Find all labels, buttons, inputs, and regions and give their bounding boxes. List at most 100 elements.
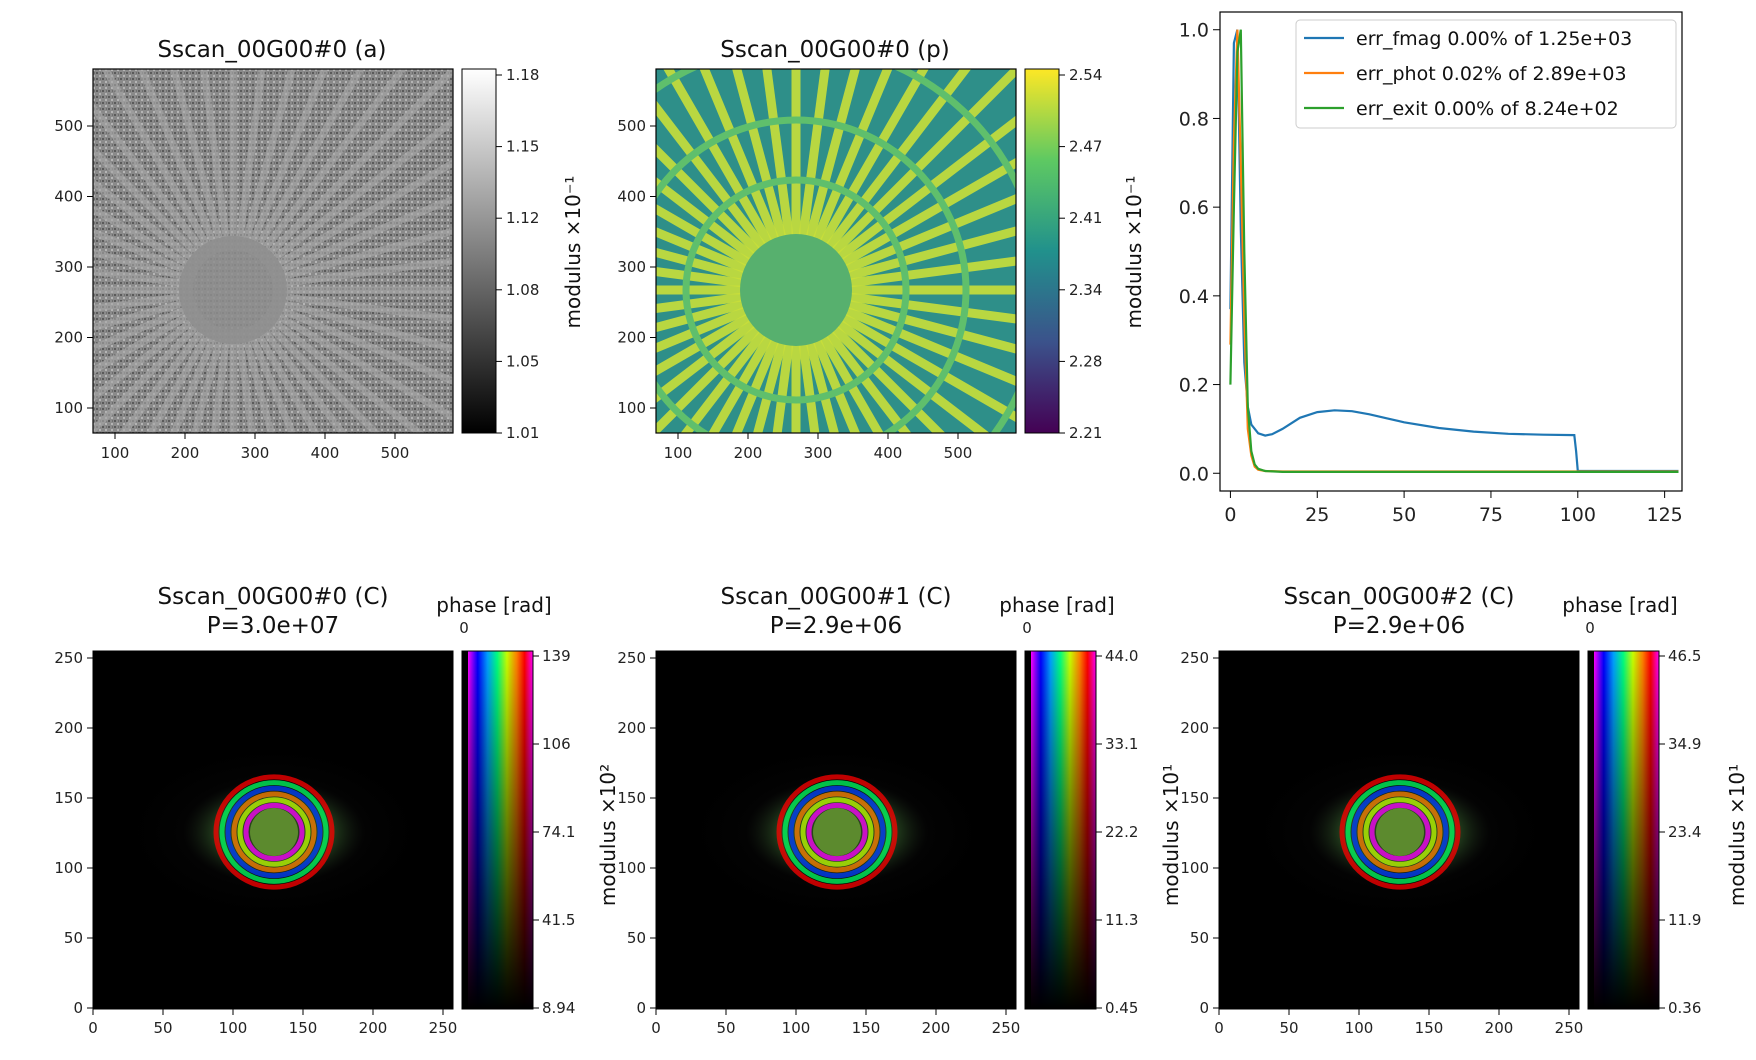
colorbar-tick-label: 41.5	[542, 911, 575, 929]
colorbar-tick-label: 34.9	[1668, 735, 1701, 753]
phase-label: phase [rad]	[999, 593, 1115, 617]
error-legend: err_fmag 0.00% of 1.25e+03 err_phot 0.02%…	[1295, 19, 1677, 129]
probe-panel-0: Sscan_00G00#0 (C) P=3.0e+07 0 50 100 150 200 25…	[54, 584, 575, 1037]
colorbar-tick-label: 23.4	[1668, 823, 1701, 841]
x-tick-label: 250	[992, 1019, 1021, 1037]
x-tick-label: 250	[429, 1019, 458, 1037]
amplitude-colorbar-ticks: 1.18 1.15 1.12 1.08 1.05 1.01	[496, 66, 539, 442]
colorbar-tick-label: 2.54	[1069, 66, 1102, 84]
y-tick-label: 50	[64, 929, 83, 947]
probe-title-line1: Sscan_00G00#1 (C)	[721, 584, 952, 610]
y-tick-label: 0	[636, 999, 646, 1017]
phase-colorbar-shade	[1031, 651, 1096, 1009]
x-tick-label: 200	[171, 444, 200, 462]
probe-ring-4	[1363, 797, 1437, 867]
colorbar-tick-label: 46.5	[1668, 647, 1701, 665]
probe2-modulus-label: modulus ×10¹	[1725, 764, 1749, 906]
probe-core	[813, 808, 861, 856]
x-tick-label: 150	[852, 1019, 881, 1037]
probe-ring-4	[237, 797, 311, 867]
phase-colorbar-label: modulus ×10⁻¹	[1122, 176, 1146, 329]
y-tick-label: 0.2	[1179, 375, 1209, 397]
legend-label-2: err_exit 0.00% of 8.24e+02	[1356, 98, 1619, 120]
x-tick-label: 100	[664, 444, 693, 462]
colorbar-tick-label: 1.15	[506, 138, 539, 156]
y-tick-label: 300	[617, 258, 646, 276]
colorbar-tick-label: 44.0	[1105, 647, 1138, 665]
y-tick-label: 200	[54, 719, 83, 737]
amplitude-colorbar-label: modulus ×10⁻¹	[561, 176, 585, 329]
y-tick-label: 100	[617, 399, 646, 417]
x-tick-label: 75	[1479, 504, 1503, 526]
y-tick-label: 250	[1180, 649, 1209, 667]
probe-title-line2: P=2.9e+06	[770, 613, 902, 639]
x-tick-label: 0	[88, 1019, 98, 1037]
probe-ring-2	[225, 785, 323, 879]
x-tick-label: 125	[1646, 504, 1682, 526]
y-tick-label: 1.0	[1179, 20, 1209, 42]
y-tick-label: 500	[617, 117, 646, 135]
y-tick-label: 150	[54, 789, 83, 807]
probe-frame	[92, 650, 454, 1010]
probe-frame	[1218, 650, 1580, 1010]
y-tick-label: 400	[617, 188, 646, 206]
probe-ring-0	[1339, 774, 1461, 890]
x-tick-label: 250	[1555, 1019, 1584, 1037]
y-tick-label: 300	[54, 258, 83, 276]
probe1-modulus-label: modulus ×10¹	[1159, 764, 1183, 906]
probe-ring-3	[1357, 791, 1443, 873]
y-tick-label: 100	[54, 399, 83, 417]
colorbar-tick-label: 2.41	[1069, 209, 1102, 227]
phase-colorbar	[1024, 68, 1060, 434]
probe-title-line2: P=2.9e+06	[1333, 613, 1465, 639]
colorbar-tick-label: 2.34	[1069, 281, 1102, 299]
y-tick-label: 200	[54, 329, 83, 347]
colorbar-tick-label: 0.45	[1105, 999, 1138, 1017]
probe-core	[1376, 808, 1424, 856]
x-tick-label: 400	[874, 444, 903, 462]
amplitude-title: Sscan_00G00#0 (a)	[157, 37, 386, 63]
x-tick-label: 200	[734, 444, 763, 462]
probe-ring-3	[794, 791, 880, 873]
probe-frame	[655, 650, 1017, 1010]
x-tick-label: 200	[359, 1019, 388, 1037]
colorbar-tick-label: 74.1	[542, 823, 575, 841]
x-tick-label: 100	[219, 1019, 248, 1037]
y-tick-label: 250	[617, 649, 646, 667]
phase-label: phase [rad]	[1562, 593, 1678, 617]
colorbar-tick-label: 1.18	[506, 66, 539, 84]
y-tick-label: 0.8	[1179, 108, 1209, 130]
x-tick-label: 400	[311, 444, 340, 462]
probe0-modulus-label: modulus ×10²	[596, 764, 620, 906]
x-tick-label: 0	[1224, 504, 1236, 526]
probe-title-line2: P=3.0e+07	[207, 613, 339, 639]
colorbar-tick-label: 106	[542, 735, 571, 753]
x-tick-label: 50	[1279, 1019, 1298, 1037]
x-tick-label: 150	[1415, 1019, 1444, 1037]
probe-title-line1: Sscan_00G00#0 (C)	[158, 584, 389, 610]
y-tick-label: 0.6	[1179, 197, 1209, 219]
x-tick-label: 0	[651, 1019, 661, 1037]
probe-ring-5	[1369, 802, 1431, 862]
amplitude-image	[93, 69, 453, 433]
legend-label-0: err_fmag 0.00% of 1.25e+03	[1356, 28, 1632, 50]
phase-colorbar-ticks: 2.54 2.47 2.41 2.34 2.28 2.21	[1059, 66, 1102, 442]
x-tick-label: 100	[1345, 1019, 1374, 1037]
colorbar-tick-label: 33.1	[1105, 735, 1138, 753]
y-tick-label: 0.0	[1179, 463, 1209, 485]
colorbar-tick-label: 8.94	[542, 999, 575, 1017]
amplitude-axes: 100 200 300 400 500 500 400 300 200 100	[54, 117, 409, 462]
phase-zero-line	[1588, 651, 1594, 1009]
phase-zero-label: 0	[1022, 619, 1032, 637]
colorbar-tick-label: 2.21	[1069, 424, 1102, 442]
x-tick-label: 500	[944, 444, 973, 462]
phase-zero-line	[462, 651, 468, 1009]
probe-core	[250, 808, 298, 856]
probe-ring-2	[788, 785, 886, 879]
y-tick-label: 200	[617, 719, 646, 737]
probe-ring-1	[219, 780, 329, 884]
probe-panel-2: Sscan_00G00#2 (C) P=2.9e+06 0 50 100 150 200 25…	[1180, 584, 1701, 1037]
legend-label-1: err_phot 0.02% of 2.89e+03	[1356, 63, 1627, 85]
colorbar-tick-label: 1.08	[506, 281, 539, 299]
phase-title: Sscan_00G00#0 (p)	[720, 37, 950, 63]
